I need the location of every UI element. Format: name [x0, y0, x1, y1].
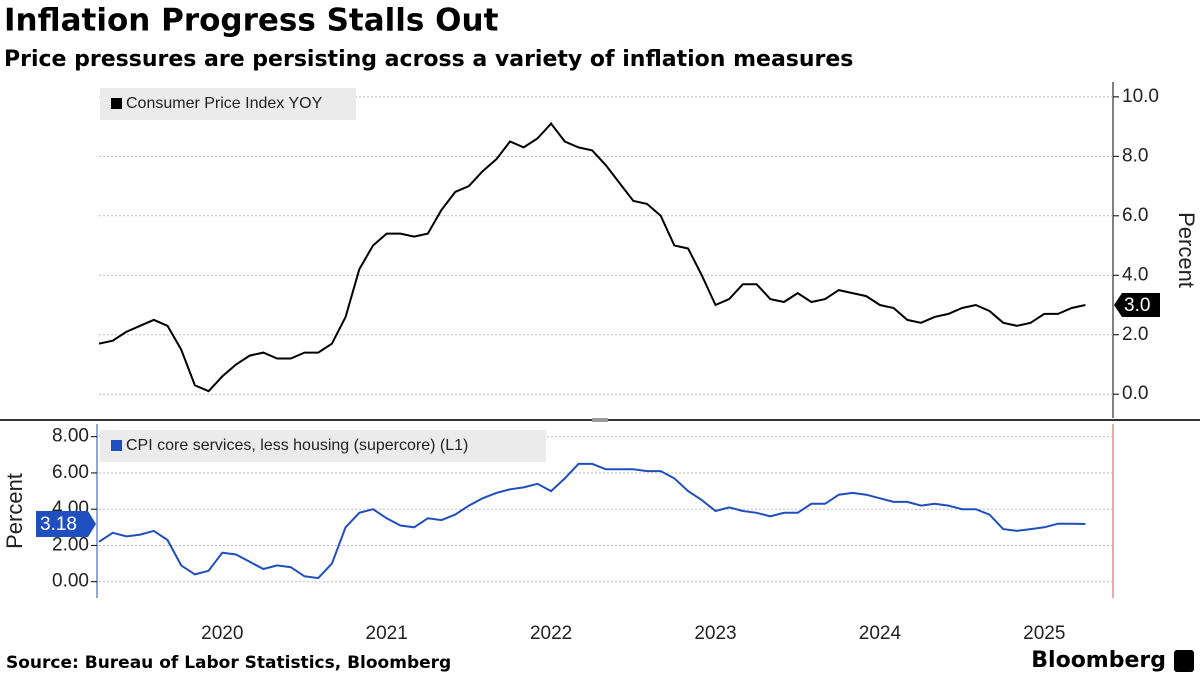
x-tick-label: 2023	[694, 623, 736, 644]
line-series	[98, 122, 1086, 393]
y-tick-label: 8.00	[52, 426, 89, 447]
y-tick-label: 0.0	[1122, 383, 1148, 404]
chart-title: Inflation Progress Stalls Out	[4, 3, 499, 39]
x-tick-label: 2020	[201, 623, 243, 644]
legend-swatch	[111, 440, 122, 451]
chart-subtitle: Price pressures are persisting across a …	[4, 47, 853, 72]
y-tick-label: 2.00	[52, 534, 89, 555]
y-tick-label: 8.0	[1122, 145, 1148, 166]
legend-box	[100, 88, 356, 120]
legend-swatch	[111, 98, 122, 109]
legend-label: CPI core services, less housing (superco…	[126, 437, 468, 454]
last-value-tag	[1114, 293, 1160, 318]
legend-label: Consumer Price Index YOY	[126, 95, 323, 112]
last-value-label: 3.0	[1124, 295, 1150, 316]
y-tick-label: 6.00	[52, 462, 89, 483]
legend-box	[100, 430, 546, 462]
x-tick-label: 2022	[530, 623, 572, 644]
y-tick-label: 6.0	[1122, 205, 1148, 226]
source: Source: Bureau of Labor Statistics, Bloo…	[6, 653, 451, 673]
brand: Bloomberg	[1031, 648, 1166, 673]
x-tick-label: 2024	[859, 623, 902, 644]
last-value-tag	[36, 511, 96, 538]
panel-handle	[592, 418, 608, 422]
last-value-label: 3.18	[40, 514, 77, 535]
y-axis-label: Percent	[2, 473, 27, 549]
brand-icon	[1174, 650, 1194, 672]
y-axis-label: Percent	[1174, 212, 1199, 288]
y-tick-label: 10.0	[1122, 86, 1159, 107]
x-tick-label: 2021	[366, 623, 408, 644]
y-tick-label: 2.0	[1122, 324, 1148, 345]
y-tick-label: 4.0	[1122, 264, 1148, 285]
line-series	[98, 462, 1086, 580]
x-tick-label: 2025	[1023, 623, 1065, 644]
y-tick-label: 0.00	[52, 571, 89, 592]
